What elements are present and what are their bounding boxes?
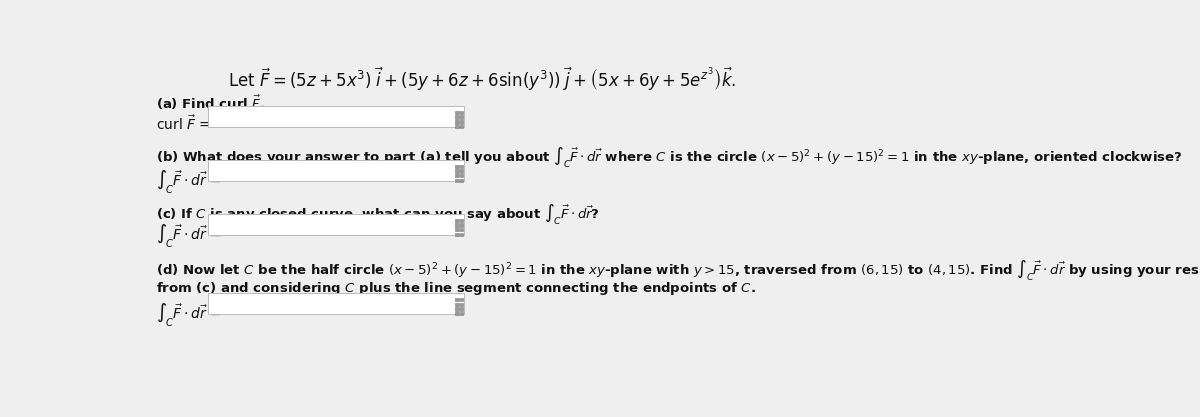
FancyBboxPatch shape [460, 125, 463, 128]
FancyBboxPatch shape [208, 160, 464, 181]
FancyBboxPatch shape [460, 169, 463, 173]
FancyBboxPatch shape [460, 233, 463, 236]
FancyBboxPatch shape [455, 111, 458, 114]
FancyBboxPatch shape [455, 219, 458, 222]
FancyBboxPatch shape [208, 106, 464, 127]
FancyBboxPatch shape [455, 169, 458, 173]
FancyBboxPatch shape [460, 111, 463, 114]
Text: Let $\vec{F} = (5z + 5x^3)\;\vec{i} + (5y + 6z + 6\sin(y^3))\;\vec{j} + \left(5x: Let $\vec{F} = (5z + 5x^3)\;\vec{i} + (5… [228, 65, 736, 93]
FancyBboxPatch shape [460, 307, 463, 311]
Text: curl $\vec{F}$ =: curl $\vec{F}$ = [156, 115, 211, 133]
FancyBboxPatch shape [455, 165, 458, 168]
FancyBboxPatch shape [455, 312, 458, 315]
Text: $\int_C\vec{F}\cdot d\vec{r}$ =: $\int_C\vec{F}\cdot d\vec{r}$ = [156, 223, 222, 250]
FancyBboxPatch shape [460, 228, 463, 231]
FancyBboxPatch shape [455, 228, 458, 231]
FancyBboxPatch shape [455, 125, 458, 128]
FancyBboxPatch shape [460, 120, 463, 123]
FancyBboxPatch shape [460, 165, 463, 168]
FancyBboxPatch shape [455, 120, 458, 123]
FancyBboxPatch shape [460, 116, 463, 119]
Text: (d) Now let $C$ be the half circle $(x - 5)^2 + (y - 15)^2 = 1$ in the $xy$-plan: (d) Now let $C$ be the half circle $(x -… [156, 258, 1200, 283]
FancyBboxPatch shape [455, 307, 458, 311]
FancyBboxPatch shape [455, 174, 458, 178]
FancyBboxPatch shape [208, 294, 464, 314]
FancyBboxPatch shape [455, 298, 458, 301]
FancyBboxPatch shape [460, 219, 463, 222]
Text: (c) If $C$ is any closed curve, what can you say about $\int_C \vec{F}\cdot d\ve: (c) If $C$ is any closed curve, what can… [156, 202, 600, 226]
FancyBboxPatch shape [460, 223, 463, 227]
FancyBboxPatch shape [460, 312, 463, 315]
FancyBboxPatch shape [460, 178, 463, 182]
FancyBboxPatch shape [455, 116, 458, 119]
FancyBboxPatch shape [455, 303, 458, 306]
Text: (b) What does your answer to part (a) tell you about $\int_C \vec{F}\cdot d\vec{: (b) What does your answer to part (a) te… [156, 146, 1182, 170]
FancyBboxPatch shape [460, 298, 463, 301]
Text: $\int_C\vec{F}\cdot d\vec{r}$ =: $\int_C\vec{F}\cdot d\vec{r}$ = [156, 168, 222, 196]
Text: from (c) and considering $C$ plus the line segment connecting the endpoints of $: from (c) and considering $C$ plus the li… [156, 280, 756, 297]
Text: $\int_C\vec{F}\cdot d\vec{r}$ =: $\int_C\vec{F}\cdot d\vec{r}$ = [156, 302, 222, 329]
FancyBboxPatch shape [455, 223, 458, 227]
Text: (a) Find curl $\vec{F}$.: (a) Find curl $\vec{F}$. [156, 94, 265, 112]
FancyBboxPatch shape [455, 178, 458, 182]
FancyBboxPatch shape [208, 214, 464, 235]
FancyBboxPatch shape [455, 233, 458, 236]
FancyBboxPatch shape [460, 303, 463, 306]
FancyBboxPatch shape [460, 174, 463, 178]
